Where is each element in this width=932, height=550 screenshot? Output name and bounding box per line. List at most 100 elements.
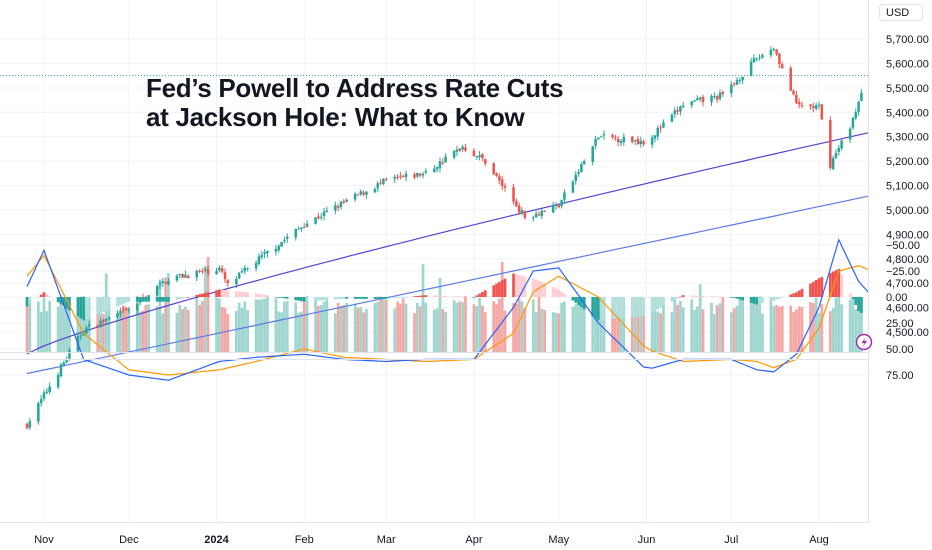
volume-bar: [591, 303, 595, 352]
candle-body: [778, 53, 781, 65]
candle: [421, 171, 425, 179]
macd-histogram-bar: [531, 278, 535, 297]
volume-bar: [421, 263, 425, 352]
price-tick-label: 5,400.00: [886, 107, 929, 119]
currency-label[interactable]: USD: [879, 4, 923, 21]
candle-body: [441, 162, 445, 164]
candle-body: [642, 141, 645, 145]
volume-bar: [557, 313, 561, 352]
volume-bar: [531, 299, 535, 352]
candle-body: [500, 179, 504, 187]
volume-bar: [854, 309, 858, 352]
macd-histogram-bar: [811, 281, 815, 297]
macd-histogram-bar: [164, 297, 167, 302]
candle: [339, 200, 343, 210]
volume-bar: [277, 311, 281, 352]
candle-body: [384, 178, 388, 180]
candle-body: [761, 55, 764, 58]
candle-body: [107, 317, 111, 320]
time-tick-label: Feb: [295, 534, 314, 546]
macd-histogram-bar: [611, 297, 614, 320]
candle-body: [353, 193, 357, 200]
candle: [218, 265, 221, 273]
macd-histogram-bar: [243, 292, 247, 297]
macd-histogram-bar: [99, 297, 102, 314]
volume-bar: [817, 312, 821, 352]
macd-histogram-bar: [461, 296, 464, 298]
macd-histogram-bar: [280, 297, 283, 298]
macd-histogram-bar: [178, 297, 182, 299]
macd-histogram-bar: [464, 296, 467, 298]
candle-body: [404, 173, 408, 178]
price-tick-label: 5,700.00: [886, 34, 929, 46]
volume-bar: [56, 306, 60, 352]
candle-body: [62, 362, 66, 366]
candle-body: [382, 178, 385, 184]
volume-bar: [384, 300, 388, 352]
macd-histogram-bar: [500, 280, 504, 297]
candle: [577, 168, 580, 177]
macd-histogram-bar: [68, 297, 71, 311]
macd-tick-label: −25.00: [886, 266, 920, 278]
macd-histogram-bar: [297, 297, 300, 301]
candle: [478, 151, 481, 161]
volume-bar: [851, 298, 855, 352]
volume-bar: [184, 306, 187, 352]
candle-body: [532, 217, 535, 219]
macd-histogram-bar: [65, 297, 68, 309]
macd-histogram-bar: [317, 297, 320, 301]
candle-body: [597, 137, 600, 140]
candle-body: [673, 110, 677, 115]
macd-histogram-bar: [498, 281, 501, 297]
candle-body: [851, 117, 855, 128]
candle: [195, 269, 198, 282]
candle-body: [563, 192, 566, 200]
candle-body: [359, 191, 363, 195]
time-tick-label: Mar: [377, 534, 396, 546]
candle: [87, 320, 91, 331]
macd-tick-label: 25.00: [886, 318, 914, 330]
volume-bar: [424, 302, 428, 352]
macd-histogram-bar: [76, 297, 80, 317]
macd-histogram-bar: [319, 297, 323, 301]
volume-bar: [127, 307, 131, 352]
candle: [39, 395, 43, 407]
volume-bar: [616, 310, 620, 352]
macd-histogram-bar: [127, 297, 131, 302]
candle-body: [365, 191, 368, 195]
lightning-logo-icon[interactable]: [855, 333, 873, 351]
macd-histogram-bar: [676, 297, 679, 299]
volume-bar: [814, 297, 818, 352]
volume-bar: [710, 302, 713, 352]
volume-bar: [102, 313, 105, 352]
candle: [373, 187, 377, 194]
macd-histogram-bar: [630, 297, 634, 318]
volume-bar: [297, 312, 300, 352]
macd-axis[interactable]: 75.00 50.00 25.00 0.00 −25.00 −50.00: [886, 240, 920, 382]
candle: [500, 176, 504, 191]
candle: [280, 241, 283, 247]
candle-body: [37, 403, 40, 422]
volume-bar: [464, 296, 467, 352]
candle-body: [690, 101, 693, 106]
candle-body: [602, 134, 606, 136]
macd-histogram-bar: [220, 289, 224, 297]
macd-histogram-bar: [670, 297, 674, 302]
macd-histogram-bar: [814, 280, 818, 297]
candle-body: [571, 181, 575, 193]
candle-body: [523, 211, 527, 218]
volume-bar: [234, 310, 238, 352]
candle: [254, 260, 258, 272]
candle-body: [218, 267, 221, 271]
candle-body: [237, 272, 241, 279]
candle: [557, 203, 561, 209]
candle-body: [195, 271, 198, 278]
time-axis[interactable]: Nov Dec 2024 Feb Mar Apr May Jun Jul Aug: [34, 534, 829, 546]
candle-body: [498, 176, 501, 181]
candle: [534, 210, 538, 218]
macd-histogram-bar: [418, 295, 422, 297]
price-axis[interactable]: 5,700.00 5,600.00 5,500.00 5,400.00 5,300.00…: [886, 34, 929, 339]
candle: [237, 272, 241, 280]
candle-body: [116, 313, 119, 317]
candle: [413, 172, 416, 180]
